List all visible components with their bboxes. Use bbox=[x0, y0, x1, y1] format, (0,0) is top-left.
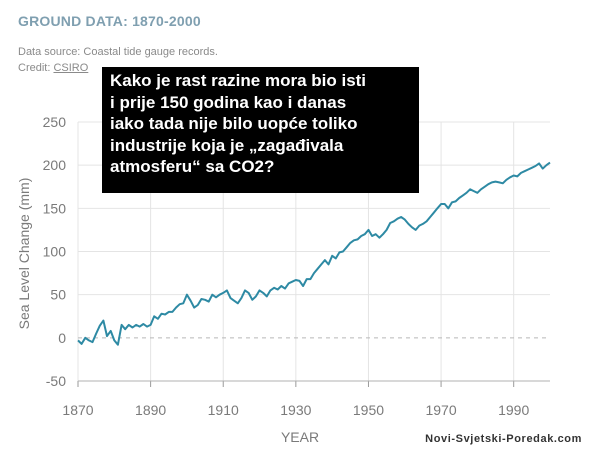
x-tick-label: 1930 bbox=[280, 402, 311, 418]
overlay-line: Kako je rast razine mora bio isti bbox=[110, 71, 367, 90]
x-tick-label: 1910 bbox=[208, 402, 239, 418]
y-tick-label: 50 bbox=[50, 287, 66, 303]
x-tick-label: 1870 bbox=[62, 402, 93, 418]
watermark-text: Novi-Svjetski-Poredak.com bbox=[425, 433, 582, 445]
y-tick-label: 150 bbox=[43, 200, 67, 216]
y-tick-label: 0 bbox=[58, 330, 66, 346]
x-tick-label: 1890 bbox=[135, 402, 166, 418]
y-tick-label: 250 bbox=[43, 114, 67, 130]
y-tick-label: -50 bbox=[46, 373, 66, 389]
x-tick-label: 1950 bbox=[353, 402, 384, 418]
overlay-line: iako tada nije bilo uopće toliko bbox=[110, 114, 358, 133]
overlay-line: industrije koja je „zagađivala bbox=[110, 135, 344, 155]
chart-title: GROUND DATA: 1870-2000 bbox=[18, 13, 201, 29]
credit-text: Credit: CSIRO bbox=[18, 62, 88, 74]
series-line bbox=[77, 161, 551, 346]
credit-prefix: Credit: bbox=[18, 62, 54, 74]
overlay-caption-box: Kako je rast razine mora bio isti i prij… bbox=[102, 67, 419, 193]
y-tick-label: 100 bbox=[43, 244, 67, 260]
data-source-text: Data source: Coastal tide gauge records. bbox=[18, 46, 218, 58]
y-tick-label: 200 bbox=[43, 157, 67, 173]
x-tick-label: 1990 bbox=[498, 402, 529, 418]
x-tick-label: 1970 bbox=[425, 402, 456, 418]
x-axis-title: YEAR bbox=[281, 429, 319, 445]
y-axis-title: Sea Level Change (mm) bbox=[16, 178, 32, 330]
overlay-line: atmosferu“ sa CO2? bbox=[110, 157, 275, 176]
overlay-line: i prije 150 godina kao i danas bbox=[110, 92, 347, 112]
credit-link[interactable]: CSIRO bbox=[53, 62, 89, 74]
